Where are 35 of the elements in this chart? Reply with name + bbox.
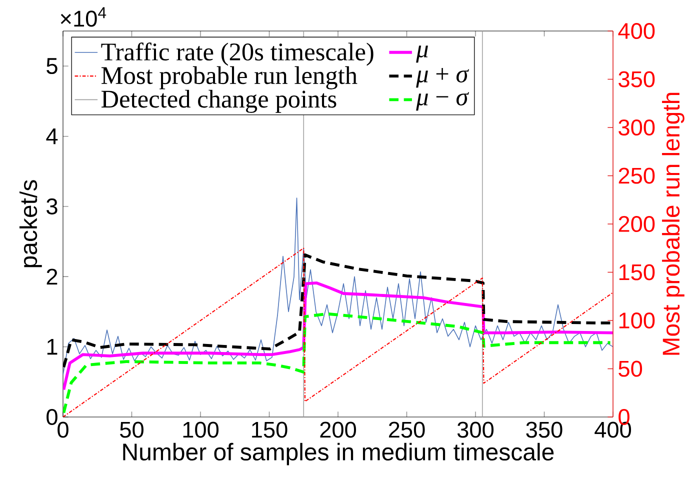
legend-label: μ [416,46,428,63]
ref-line-label: Detected change points [101,90,336,113]
legend-label: μ − σ [416,92,470,111]
x-tick-label: 150 [252,422,288,438]
legend-label: Traffic rate (20s timescale) [101,42,374,66]
y2-tick-label: 350 [618,71,655,88]
y-tick-label: 2 [46,268,58,285]
y2-tick-label: 50 [618,360,642,377]
y-tick-label: 4 [46,128,58,144]
y2-tick-label: 250 [618,168,655,184]
y2-axis-title: Most probable run length [662,92,684,355]
text: ×10$^{4}$ [60,7,106,27]
y2-tick-label: 400 [618,22,655,40]
legend-label: μ + σ [416,68,470,88]
legend-label: Most probable run length [101,66,358,90]
y-tick-label: 5 [46,58,58,74]
x-axis-title: Number of samples in medium timescale [123,442,554,466]
y2-tick-label: 200 [618,216,655,232]
y2-tick-label: 150 [619,264,655,280]
y-tick-label: 0 [46,408,58,426]
x-tick-label: 200 [320,422,356,438]
x-tick-label: 350 [526,422,562,438]
y-tick-label: 3 [46,198,58,214]
y2-tick-label: 300 [618,119,655,136]
x-tick-label: 50 [120,422,144,438]
y-tick-label: 1 [47,339,58,355]
line-series [63,312,612,414]
line-series [63,198,614,376]
y-axis-title: packet/s [19,180,42,268]
x-tick-label: 300 [457,422,494,438]
x-tick-label: 100 [183,422,219,438]
y2-tick-label: 100 [619,312,655,329]
x-tick-label: 250 [388,422,425,438]
line-series [63,281,614,392]
x-tick-label: 0 [58,422,68,438]
